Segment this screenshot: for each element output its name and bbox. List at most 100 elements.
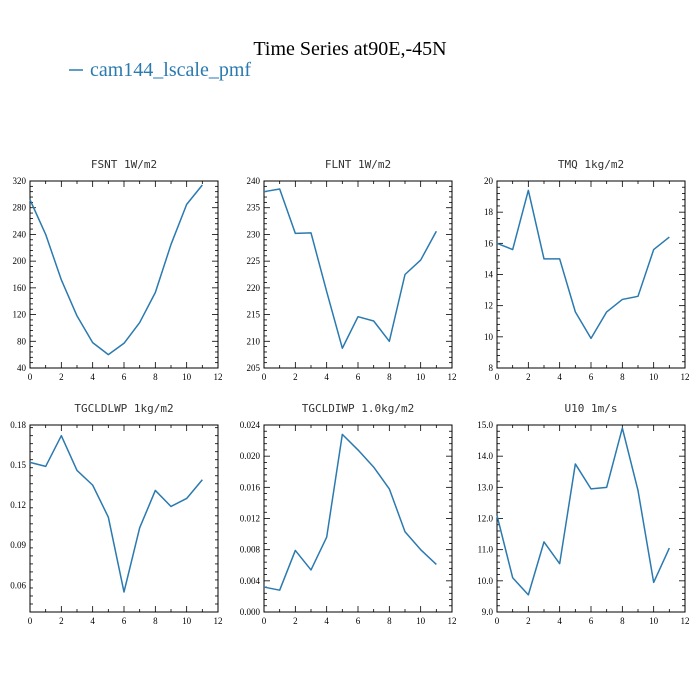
y-tick-label: 0.12 (10, 500, 26, 510)
x-tick-label: 0 (495, 372, 500, 382)
y-tick-label: 8 (489, 363, 494, 373)
y-tick-label: 215 (247, 310, 261, 320)
y-tick-label: 210 (247, 336, 261, 346)
x-tick-label: 12 (448, 616, 457, 626)
y-tick-label: 0.06 (10, 580, 26, 590)
y-tick-label: 240 (247, 176, 261, 186)
y-tick-label: 13.0 (477, 482, 493, 492)
y-tick-label: 235 (247, 203, 261, 213)
x-tick-label: 2 (293, 372, 298, 382)
y-tick-label: 12.0 (477, 514, 493, 524)
x-tick-label: 10 (182, 372, 192, 382)
panel-title: TMQ 1kg/m2 (558, 158, 624, 171)
y-tick-label: 12 (484, 301, 493, 311)
chart-panel: FSNT 1W/m2 0 2 4 6 8 10 12 40 80 120 160 200 240 280 32… (13, 158, 223, 382)
y-tick-label: 0.012 (240, 514, 260, 524)
y-tick-label: 0.016 (240, 482, 261, 492)
y-tick-label: 80 (17, 336, 27, 346)
x-tick-label: 4 (90, 616, 95, 626)
x-tick-label: 12 (448, 372, 457, 382)
x-tick-label: 4 (90, 372, 95, 382)
x-tick-label: 10 (416, 372, 426, 382)
chart-panel: FLNT 1W/m2 0 2 4 6 8 10 12 205 210 215 220 225 230 235… (247, 158, 457, 382)
panel-title: FSNT 1W/m2 (91, 158, 157, 171)
x-tick-label: 6 (589, 372, 594, 382)
figure-legend: cam144_lscale_pmf (69, 59, 251, 81)
y-tick-label: 220 (247, 283, 261, 293)
plot-frame (263, 180, 453, 369)
plot-frame (496, 424, 686, 613)
x-tick-label: 6 (356, 616, 361, 626)
x-tick-label: 8 (387, 372, 392, 382)
x-tick-label: 10 (182, 616, 192, 626)
x-tick-label: 4 (557, 616, 562, 626)
x-tick-label: 6 (356, 372, 361, 382)
series-line (263, 188, 437, 349)
y-tick-label: 14.0 (477, 451, 493, 461)
y-tick-label: 9.0 (482, 607, 494, 617)
x-tick-label: 6 (122, 616, 127, 626)
y-tick-label: 10 (484, 332, 494, 342)
x-tick-label: 2 (526, 372, 531, 382)
x-tick-label: 0 (262, 616, 267, 626)
y-tick-label: 14 (484, 270, 494, 280)
y-tick-label: 205 (247, 363, 261, 373)
x-tick-label: 12 (214, 616, 223, 626)
panel-title: FLNT 1W/m2 (325, 158, 391, 171)
x-tick-label: 2 (526, 616, 531, 626)
y-tick-label: 0.18 (10, 420, 26, 430)
y-tick-label: 120 (13, 310, 27, 320)
y-tick-label: 240 (13, 229, 27, 239)
legend-entry-label: cam144_lscale_pmf (90, 59, 251, 81)
y-tick-label: 16 (484, 238, 494, 248)
chart-panel: TGCLDLWP 1kg/m2 0 2 4 6 8 10 12 0.06 0.09 0.12 0.15… (10, 402, 222, 626)
x-tick-label: 0 (262, 372, 267, 382)
y-tick-label: 15.0 (477, 420, 493, 430)
x-tick-label: 6 (122, 372, 127, 382)
x-tick-label: 12 (214, 372, 223, 382)
series-line (29, 434, 203, 593)
x-tick-label: 8 (387, 616, 392, 626)
y-tick-label: 0.008 (240, 545, 261, 555)
x-tick-label: 10 (649, 616, 659, 626)
plot-frame (29, 424, 219, 613)
x-tick-label: 10 (416, 616, 426, 626)
y-tick-label: 0.000 (240, 607, 261, 617)
x-tick-label: 8 (620, 616, 625, 626)
x-tick-label: 8 (153, 372, 158, 382)
y-tick-label: 0.15 (10, 460, 26, 470)
y-tick-label: 225 (247, 256, 261, 266)
x-tick-label: 6 (589, 616, 594, 626)
plot-frame (496, 180, 686, 369)
y-tick-label: 10.0 (477, 576, 493, 586)
y-tick-label: 200 (13, 256, 27, 266)
x-tick-label: 4 (324, 372, 329, 382)
figure-title: Time Series at90E,-45N (253, 38, 446, 60)
y-tick-label: 40 (17, 363, 27, 373)
series-line (263, 433, 437, 591)
x-tick-label: 2 (293, 616, 298, 626)
x-tick-label: 8 (620, 372, 625, 382)
x-tick-label: 10 (649, 372, 659, 382)
x-tick-label: 0 (28, 372, 33, 382)
y-tick-label: 0.004 (240, 576, 261, 586)
series-line (496, 189, 670, 340)
plot-frame (29, 180, 219, 369)
y-tick-label: 320 (13, 176, 27, 186)
chart-panel: TMQ 1kg/m2 0 2 4 6 8 10 12 8 10 12 14 16 18 20 (484, 158, 690, 382)
plot-frame (263, 424, 453, 613)
x-tick-label: 12 (681, 616, 690, 626)
x-tick-label: 8 (153, 616, 158, 626)
panels: FSNT 1W/m20 2 4 6 8 10 12408012016020024028032… (10, 158, 689, 626)
series-line (29, 184, 203, 356)
x-tick-label: 4 (324, 616, 329, 626)
panel-title: U10 1m/s (565, 402, 618, 415)
y-tick-label: 20 (484, 176, 494, 186)
panel-title: TGCLDIWP 1.0kg/m2 (302, 402, 415, 415)
x-tick-label: 0 (28, 616, 33, 626)
panel-title: TGCLDLWP 1kg/m2 (74, 402, 173, 415)
x-tick-label: 4 (557, 372, 562, 382)
x-tick-label: 2 (59, 372, 64, 382)
y-tick-label: 280 (13, 203, 27, 213)
